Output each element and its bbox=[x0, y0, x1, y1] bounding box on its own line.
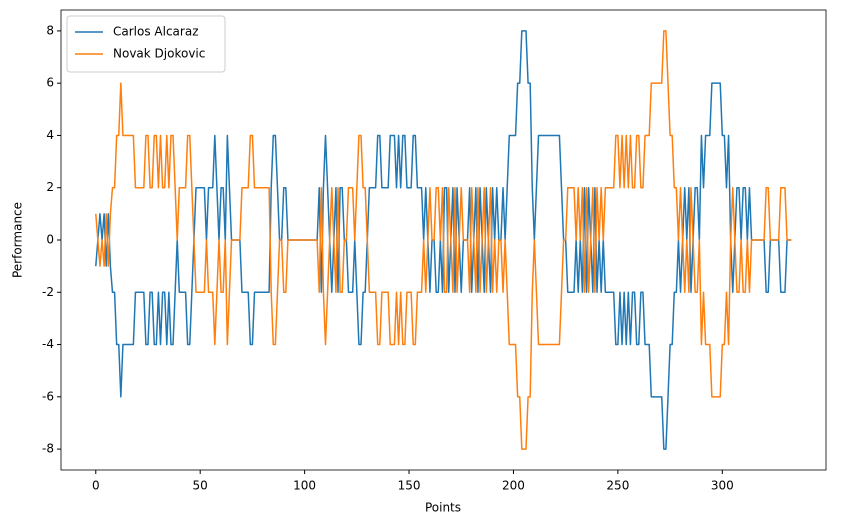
legend-label: Carlos Alcaraz bbox=[113, 25, 199, 39]
y-tick-label: 6 bbox=[46, 76, 54, 90]
y-tick-label: -8 bbox=[42, 442, 54, 456]
y-tick-label: 4 bbox=[46, 128, 54, 142]
y-axis-label: Performance bbox=[11, 202, 25, 278]
plot-frame bbox=[60, 9, 827, 471]
legend: Carlos Alcaraz Novak Djokovic bbox=[66, 15, 226, 73]
y-tick-label: 0 bbox=[46, 233, 54, 247]
y-tick-label: 8 bbox=[46, 23, 54, 37]
y-tick-label: -6 bbox=[42, 389, 54, 403]
y-tick-label: -2 bbox=[42, 285, 54, 299]
x-tick-label: 300 bbox=[711, 479, 734, 493]
y-tick-label: -4 bbox=[42, 337, 54, 351]
series-line bbox=[95, 30, 792, 450]
x-tick-label: 200 bbox=[502, 479, 525, 493]
x-tick-label: 0 bbox=[92, 479, 100, 493]
x-tick-label: 100 bbox=[293, 479, 316, 493]
legend-label: Novak Djokovic bbox=[113, 47, 205, 61]
x-axis-label: Points bbox=[425, 501, 461, 515]
y-tick-label: 2 bbox=[46, 180, 54, 194]
legend-box bbox=[66, 15, 226, 73]
x-tick-label: 150 bbox=[398, 479, 421, 493]
x-tick-label: 50 bbox=[193, 479, 208, 493]
x-tick-label: 250 bbox=[606, 479, 629, 493]
